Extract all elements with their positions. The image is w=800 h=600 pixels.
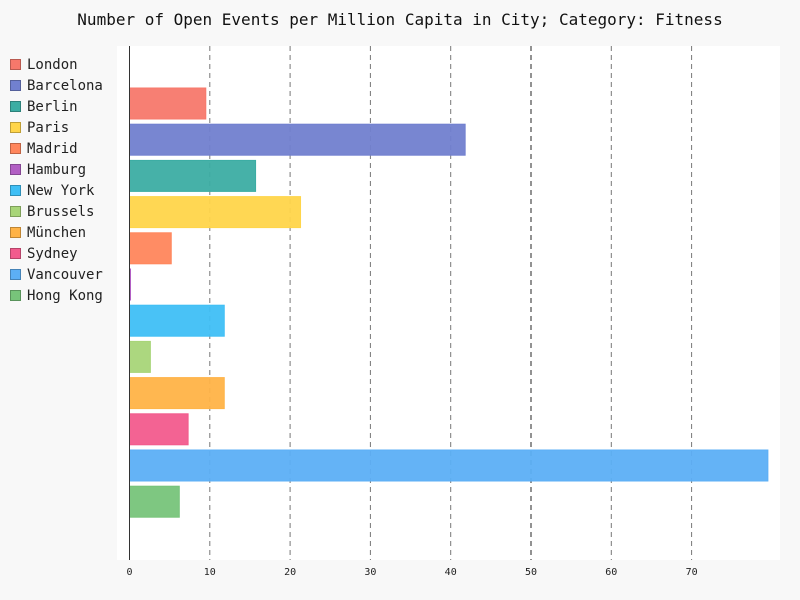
legend-item[interactable]: Sydney bbox=[10, 243, 103, 264]
legend-label: Sydney bbox=[27, 245, 78, 262]
x-axis-ticks: 0 10 20 30 40 50 60 70 bbox=[126, 567, 697, 578]
bar-new-york[interactable] bbox=[129, 304, 225, 337]
legend-swatch bbox=[10, 164, 21, 175]
legend-label: München bbox=[27, 224, 87, 241]
legend-swatch bbox=[10, 227, 21, 238]
legend-label: London bbox=[27, 56, 78, 73]
legend-label: Brussels bbox=[27, 203, 95, 220]
x-tick-label: 40 bbox=[445, 567, 457, 578]
legend-swatch bbox=[10, 101, 21, 112]
legend-label: Vancouver bbox=[27, 266, 103, 283]
legend-label: Madrid bbox=[27, 140, 78, 157]
bar-paris[interactable] bbox=[129, 196, 302, 229]
legend-label: Hamburg bbox=[27, 161, 87, 178]
legend-label: New York bbox=[27, 182, 95, 199]
bar-london[interactable] bbox=[129, 87, 207, 120]
x-tick-label: 20 bbox=[284, 567, 296, 578]
legend-swatch bbox=[10, 290, 21, 301]
x-tick-label: 70 bbox=[686, 567, 698, 578]
plot-area bbox=[117, 46, 780, 560]
legend-swatch bbox=[10, 185, 21, 196]
legend-item[interactable]: München bbox=[10, 222, 103, 243]
legend-swatch bbox=[10, 80, 21, 91]
legend-label: Hong Kong bbox=[27, 287, 103, 304]
bar-sydney[interactable] bbox=[129, 413, 189, 446]
bar-hong-kong[interactable] bbox=[129, 485, 180, 518]
x-tick-label: 10 bbox=[204, 567, 216, 578]
legend-label: Paris bbox=[27, 119, 70, 136]
legend-label: Barcelona bbox=[27, 77, 103, 94]
legend-swatch bbox=[10, 206, 21, 217]
legend-swatch bbox=[10, 122, 21, 133]
legend: London Barcelona Berlin Paris Madrid Hamburg N… bbox=[10, 54, 103, 306]
bar-madrid[interactable] bbox=[129, 232, 172, 265]
legend-item[interactable]: New York bbox=[10, 180, 103, 201]
legend-item[interactable]: Vancouver bbox=[10, 264, 103, 285]
bars bbox=[129, 87, 769, 518]
x-tick-label: 60 bbox=[605, 567, 617, 578]
legend-item[interactable]: Paris bbox=[10, 117, 103, 138]
legend-label: Berlin bbox=[27, 98, 78, 115]
x-tick-label: 30 bbox=[364, 567, 376, 578]
legend-swatch bbox=[10, 269, 21, 280]
legend-swatch bbox=[10, 143, 21, 154]
legend-item[interactable]: Hamburg bbox=[10, 159, 103, 180]
bar-barcelona[interactable] bbox=[129, 123, 466, 156]
bar-vancouver[interactable] bbox=[129, 449, 769, 482]
chart-title: Number of Open Events per Million Capita… bbox=[77, 10, 723, 29]
bar-berlin[interactable] bbox=[129, 159, 257, 192]
legend-item[interactable]: Brussels bbox=[10, 201, 103, 222]
legend-item[interactable]: London bbox=[10, 54, 103, 75]
legend-item[interactable]: Madrid bbox=[10, 138, 103, 159]
bar-brussels[interactable] bbox=[129, 340, 151, 373]
legend-swatch bbox=[10, 248, 21, 259]
legend-item[interactable]: Hong Kong bbox=[10, 285, 103, 306]
bar-münchen[interactable] bbox=[129, 377, 225, 410]
x-tick-label: 0 bbox=[126, 567, 132, 578]
legend-swatch bbox=[10, 59, 21, 70]
legend-item[interactable]: Barcelona bbox=[10, 75, 103, 96]
legend-item[interactable]: Berlin bbox=[10, 96, 103, 117]
x-tick-label: 50 bbox=[525, 567, 537, 578]
